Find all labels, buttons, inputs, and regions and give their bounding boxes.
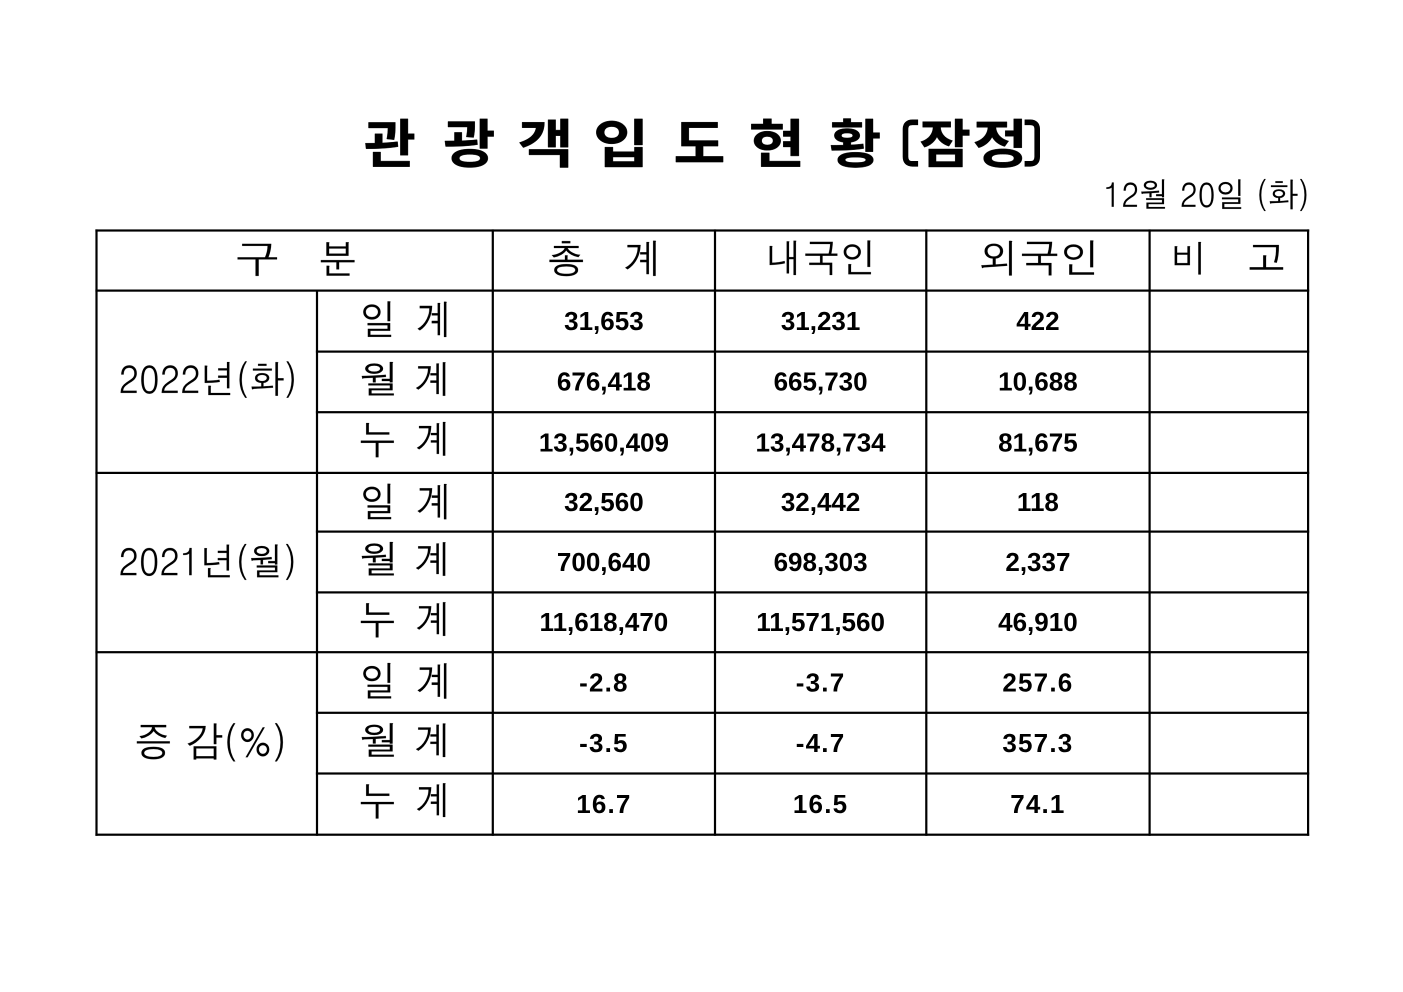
svg-text:16.7: 16.7 [576,789,631,819]
svg-text:-2.8: -2.8 [579,667,629,697]
svg-text:31,653: 31,653 [564,306,644,336]
svg-text:700,640: 700,640 [557,547,651,577]
svg-text:665,730: 665,730 [774,367,868,397]
svg-text:118: 118 [1017,487,1059,517]
svg-text:11,618,470: 11,618,470 [540,607,669,637]
svg-text:11,571,560: 11,571,560 [756,607,885,637]
svg-text:74.1: 74.1 [1010,789,1065,819]
svg-text:357.3: 357.3 [1002,728,1073,758]
svg-text:676,418: 676,418 [557,367,651,397]
svg-text:16.5: 16.5 [793,789,848,819]
svg-text:698,303: 698,303 [774,547,868,577]
svg-text:13,560,409: 13,560,409 [539,427,669,457]
svg-text:46,910: 46,910 [998,607,1078,637]
svg-text:2,337: 2,337 [1005,547,1070,577]
svg-text:13,478,734: 13,478,734 [756,427,887,457]
svg-text:32,560: 32,560 [564,487,644,517]
svg-text:-3.5: -3.5 [579,728,629,758]
svg-text:-3.7: -3.7 [796,667,846,697]
svg-text:257.6: 257.6 [1002,667,1073,697]
svg-text:31,231: 31,231 [781,306,861,336]
svg-text:10,688: 10,688 [998,367,1078,397]
svg-text:81,675: 81,675 [998,427,1078,457]
svg-text:32,442: 32,442 [781,487,861,517]
svg-text:422: 422 [1016,306,1059,336]
svg-text:-4.7: -4.7 [796,728,846,758]
